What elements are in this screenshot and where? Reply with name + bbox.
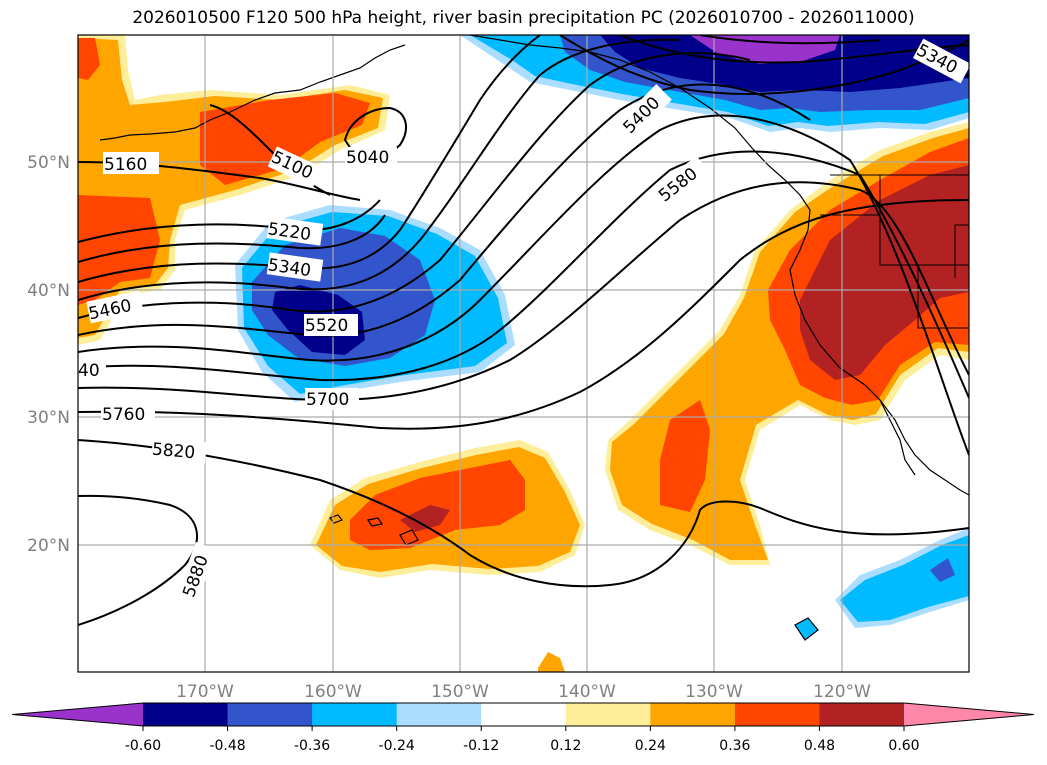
colorbar-segments (11, 702, 1035, 727)
coastline-alaska-gulf (469, 35, 811, 231)
colorbar-tick-label: -0.36 (294, 738, 330, 754)
colorbar-segment (227, 703, 313, 726)
colorbar-tick-label: -0.60 (125, 738, 161, 754)
colorbar-tick-label: -0.48 (209, 738, 245, 754)
colorbar-segment (650, 703, 736, 726)
colorbar-tick-labels: -0.60 -0.48 -0.36 -0.24 -0.12 0.12 0.24 0.36 0.4… (125, 738, 920, 754)
contour-5880 (78, 494, 198, 626)
colorbar-ticks (142, 726, 905, 731)
colorbar-tick-label: 0.60 (888, 738, 919, 754)
colorbar-segment (396, 703, 482, 726)
colorbar-tick-label: 0.48 (804, 738, 835, 754)
contour-5580 (78, 114, 969, 456)
colorbar-segment (734, 703, 820, 726)
colorbar-segment (819, 703, 905, 726)
contour-label: 5820 (151, 440, 196, 464)
coastline-aleutians (99, 44, 406, 141)
coastline-baja (879, 399, 916, 476)
lon-label: 120°W (813, 682, 871, 702)
chart-title: 2026010500 F120 500 hPa height, river ba… (132, 8, 915, 28)
colorbar-tick-label: -0.12 (463, 738, 499, 754)
border-state-1 (820, 214, 969, 266)
precip-positive-south-blob (538, 652, 565, 672)
colorbar-segment (143, 703, 229, 726)
coastline-hawaii-3 (399, 529, 419, 546)
colorbar: -0.60 -0.48 -0.36 -0.24 -0.12 0.12 0.24 0.36 0.4… (11, 702, 1035, 754)
precip-fields (78, 35, 969, 672)
lon-label: 150°W (431, 682, 489, 702)
coastline-north-america (789, 229, 969, 496)
contour-label: 5700 (306, 390, 349, 410)
contour-label: 5160 (104, 155, 147, 175)
contour-5400 (78, 38, 681, 301)
contour-label: 40 (78, 361, 100, 381)
colorbar-extend-low (12, 703, 143, 726)
colorbar-tick-label: 0.36 (719, 738, 750, 754)
lat-label: 30°N (27, 408, 70, 428)
colorbar-segment (565, 703, 651, 726)
contour-5460 (78, 52, 751, 319)
lon-label: 130°W (685, 682, 743, 702)
colorbar-tick-label: 0.12 (550, 738, 581, 754)
longitude-labels: 170°W 160°W 150°W 140°W 130°W 120°W (176, 682, 871, 702)
contour-5760 (78, 199, 969, 430)
contour-label: 5040 (346, 148, 389, 168)
precip-positive-hawaii-strong (350, 460, 525, 550)
precip-positive-east-strong-2 (660, 400, 710, 512)
colorbar-segment (481, 703, 567, 726)
lat-label: 20°N (27, 536, 70, 556)
lat-label: 50°N (27, 153, 70, 173)
colorbar-extend-high (904, 703, 1034, 726)
lon-label: 160°W (304, 682, 362, 702)
precip-negative-se (840, 535, 969, 622)
colorbar-tick-label: -0.24 (379, 738, 415, 754)
contour-5280 (78, 214, 386, 263)
border-state-4 (954, 224, 969, 278)
coastlines (99, 35, 969, 641)
contour-5340 (78, 35, 541, 283)
lon-label: 170°W (176, 682, 234, 702)
colorbar-tick-label: 0.24 (635, 738, 666, 754)
precip-positive-hawaii-extreme (400, 505, 450, 532)
precip-positive-nw-strong-3 (78, 38, 100, 80)
precip-negative-se-mid (930, 558, 955, 582)
contour-ne-3 (699, 35, 881, 45)
lon-label: 140°W (558, 682, 616, 702)
lat-label: 40°N (27, 281, 70, 301)
contour-label: 5520 (305, 316, 348, 336)
map-frame (77, 34, 970, 673)
contour-label: 5760 (102, 405, 145, 425)
colorbar-segment (312, 703, 398, 726)
contour-5700 (78, 181, 969, 402)
latitude-labels: 50°N 40°N 30°N 20°N (27, 153, 70, 556)
coastline-hawaii-2 (367, 517, 383, 527)
coastline-island-se (794, 617, 819, 641)
contour-5820 (78, 439, 969, 588)
contour-5640 (78, 150, 969, 399)
